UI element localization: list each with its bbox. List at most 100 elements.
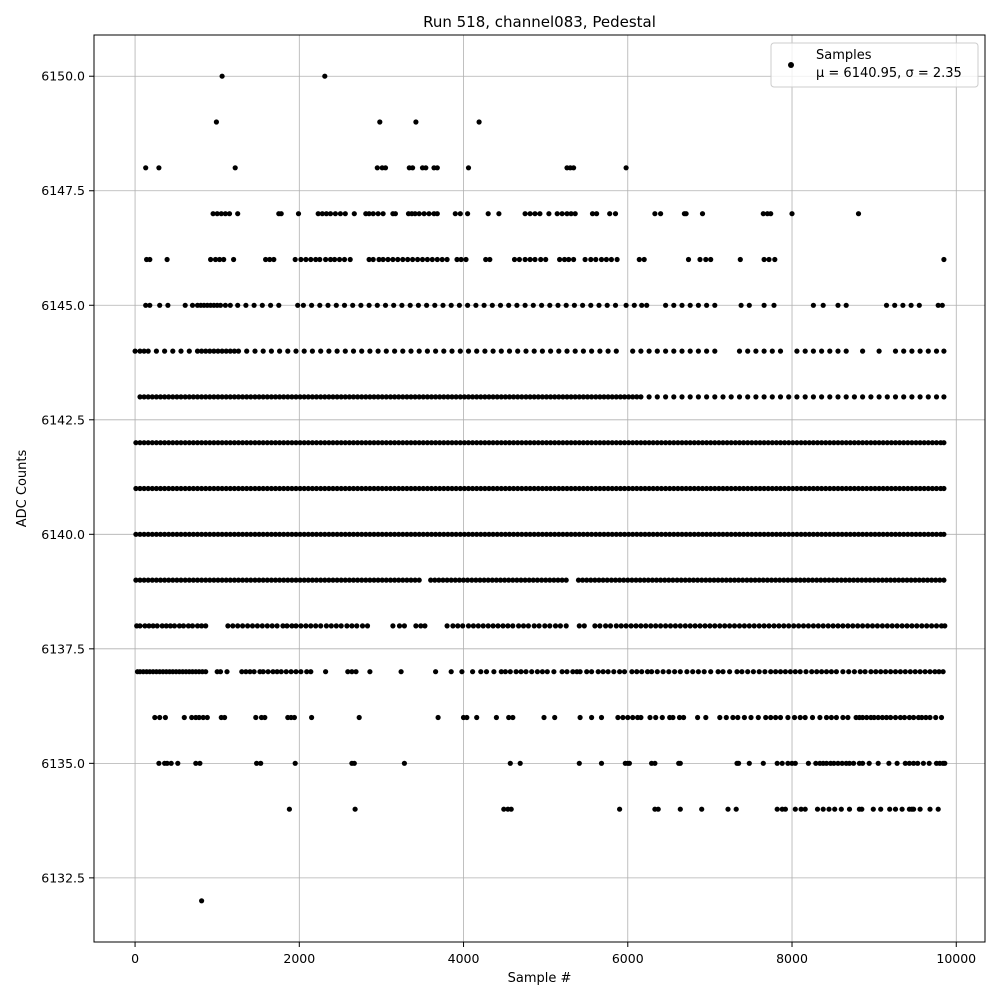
data-point	[182, 531, 188, 537]
data-point	[765, 485, 771, 492]
data-point	[613, 531, 619, 537]
data-point	[440, 577, 446, 583]
data-point	[547, 577, 553, 583]
data-point	[285, 485, 291, 492]
data-point	[623, 623, 629, 629]
data-point	[876, 394, 882, 400]
data-point	[297, 440, 303, 446]
data-point	[470, 394, 476, 400]
data-point	[412, 211, 418, 217]
data-point	[859, 577, 865, 583]
data-point	[199, 348, 205, 354]
data-point	[868, 669, 874, 675]
data-point	[223, 348, 229, 354]
data-point	[367, 669, 373, 675]
x-tick-label: 6000	[612, 951, 644, 966]
data-point	[486, 485, 492, 492]
data-point	[679, 348, 685, 354]
data-point	[137, 394, 143, 400]
data-point	[823, 531, 829, 537]
data-point	[271, 256, 277, 263]
data-point	[264, 577, 270, 583]
data-point	[145, 440, 151, 446]
data-point	[564, 394, 570, 400]
data-point	[613, 440, 619, 446]
data-point	[745, 440, 751, 446]
data-point	[338, 531, 344, 537]
data-point	[925, 485, 931, 492]
data-point	[595, 669, 601, 675]
data-point	[883, 714, 890, 721]
data-point	[741, 531, 747, 537]
data-point	[559, 211, 565, 217]
data-point	[733, 806, 739, 812]
data-point	[843, 440, 849, 446]
data-point	[323, 669, 329, 675]
data-point	[141, 577, 147, 583]
data-point	[496, 211, 502, 217]
data-point	[779, 760, 785, 766]
data-point	[301, 531, 307, 537]
data-point	[482, 440, 488, 446]
data-point	[350, 394, 357, 400]
data-point	[576, 623, 582, 629]
data-point	[453, 394, 459, 400]
data-point	[392, 577, 398, 583]
data-point	[424, 485, 430, 492]
data-point	[731, 577, 738, 583]
data-point	[491, 669, 497, 675]
data-point	[879, 577, 886, 583]
data-point	[404, 531, 410, 537]
data-point	[475, 623, 481, 629]
data-point	[690, 577, 697, 583]
data-point	[654, 440, 660, 446]
data-point	[561, 256, 568, 263]
data-point	[383, 577, 389, 583]
data-point	[941, 485, 947, 492]
data-point	[638, 394, 644, 400]
data-point	[162, 394, 168, 400]
data-point	[868, 394, 874, 400]
data-point	[552, 714, 558, 721]
data-point	[262, 714, 268, 721]
data-point	[215, 394, 221, 400]
data-point	[235, 440, 242, 446]
data-point	[355, 531, 361, 537]
data-point	[433, 531, 439, 537]
data-point	[364, 623, 371, 629]
data-point	[318, 348, 324, 354]
data-point	[612, 577, 619, 583]
data-point	[917, 485, 923, 492]
data-point	[289, 531, 295, 537]
y-tick-label: 6137.5	[41, 641, 85, 656]
data-point	[605, 531, 611, 537]
data-point	[736, 531, 743, 537]
data-point	[919, 714, 925, 721]
data-point	[274, 623, 280, 629]
data-point	[309, 394, 315, 400]
data-point	[272, 531, 279, 537]
data-point	[203, 669, 209, 675]
data-point	[906, 760, 913, 766]
data-point	[548, 394, 554, 400]
data-point	[350, 531, 357, 537]
data-point	[461, 440, 467, 446]
data-point	[846, 669, 852, 675]
data-point	[470, 440, 476, 446]
data-point	[860, 531, 866, 537]
data-point	[240, 531, 246, 537]
data-point	[543, 440, 550, 446]
data-point	[658, 485, 665, 492]
data-point	[539, 394, 546, 400]
data-point	[617, 394, 624, 400]
data-point	[501, 806, 507, 812]
data-point	[671, 394, 677, 400]
data-point	[264, 485, 270, 492]
data-point	[609, 485, 615, 492]
data-point	[396, 485, 402, 492]
data-point	[248, 577, 254, 583]
data-point	[453, 531, 459, 537]
data-point	[141, 348, 147, 354]
data-point	[646, 485, 652, 492]
data-point	[572, 348, 578, 354]
